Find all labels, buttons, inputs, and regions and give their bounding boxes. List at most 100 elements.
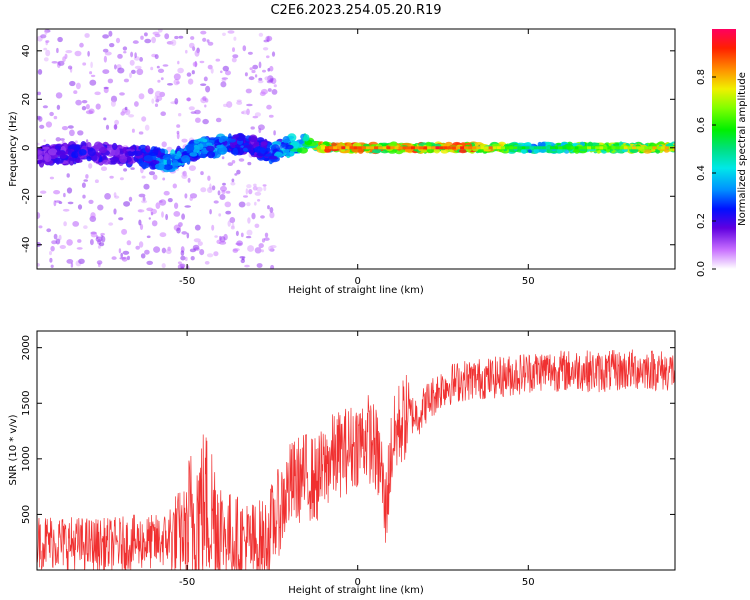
heatmap-cell (43, 57, 49, 62)
heatmap-cell (269, 207, 274, 213)
heatmap-cell (210, 67, 214, 74)
heatmap-cell (426, 143, 432, 147)
heatmap-cell (84, 33, 90, 38)
heatmap-cell (262, 47, 269, 51)
heatmap-cell (152, 160, 160, 165)
heatmap-cell (419, 146, 424, 150)
heatmap-cell (540, 141, 546, 148)
heatmap-cell (57, 60, 65, 66)
heatmap-cell (265, 147, 271, 152)
heatmap-cell (67, 201, 74, 205)
heatmap-cell (188, 165, 196, 172)
heatmap-cell (190, 256, 195, 261)
heatmap-cell (66, 239, 73, 246)
heatmap-cell (81, 100, 88, 104)
heatmap-cell (388, 142, 398, 148)
heatmap-cell (77, 130, 84, 136)
heatmap-cell (176, 81, 180, 85)
heatmap-cell (632, 146, 636, 150)
heatmap-cell (192, 61, 198, 67)
heatmap-cell (652, 146, 657, 150)
heatmap-cell (79, 42, 84, 48)
heatmap-cell (128, 114, 135, 118)
heatmap-cell (134, 52, 137, 59)
heatmap-cell (206, 39, 210, 43)
heatmap-cell (140, 161, 150, 169)
heatmap-cell (124, 106, 128, 111)
heatmap-cell (262, 184, 267, 187)
heatmap-cell (517, 146, 522, 150)
heatmap-cell (225, 190, 231, 194)
heatmap-cell (184, 205, 191, 208)
heatmap-cell (533, 146, 538, 150)
heatmap-cell (162, 177, 166, 181)
heatmap-cell (220, 81, 227, 88)
heatmap-cell (154, 54, 159, 60)
heatmap-cell (200, 171, 204, 176)
heatmap-cell (144, 38, 152, 44)
colorbar-tick-label: 0.8 (696, 69, 707, 85)
heatmap-cell (211, 185, 216, 191)
heatmap-cell (121, 228, 128, 235)
heatmap-cell (159, 232, 167, 238)
heatmap-cell (49, 176, 55, 180)
heatmap-cell (37, 91, 41, 96)
heatmap-cell (121, 256, 128, 262)
colorbar-tick-label: 0.2 (696, 213, 707, 229)
heatmap-cell (254, 201, 257, 206)
heatmap-cell (143, 183, 150, 190)
heatmap-cell (480, 146, 485, 150)
heatmap-cell (525, 146, 530, 150)
heatmap-cell (262, 69, 266, 73)
heatmap-cell (100, 232, 105, 236)
heatmap-cell (144, 32, 148, 37)
heatmap-cell (254, 191, 262, 196)
heatmap-cell (131, 128, 135, 133)
heatmap-cell (202, 37, 207, 42)
heatmap-cell (353, 146, 358, 150)
heatmap-cell (186, 143, 195, 153)
heatmap-frame (36, 28, 676, 270)
heatmap-cell (146, 235, 151, 239)
heatmap-cell (63, 192, 66, 198)
snr-series-line (37, 349, 675, 570)
heatmap-cell (251, 69, 256, 74)
y-tick-label: -20 (21, 188, 32, 204)
heatmap-cell (627, 146, 632, 150)
heatmap-cell (285, 144, 294, 150)
heatmap-cell (51, 240, 57, 245)
colorbar-tick-label: 0.0 (696, 261, 707, 277)
heatmap-cell (245, 235, 252, 239)
heatmap-cell (138, 93, 145, 100)
heatmap-cell (488, 146, 493, 150)
heatmap-cell (152, 174, 158, 180)
heatmap-cell (59, 245, 66, 249)
heatmap-cell (496, 146, 501, 150)
heatmap-cell (151, 220, 158, 227)
heatmap-cell (138, 209, 143, 213)
colorbar-gradient (712, 29, 736, 269)
heatmap-cell (252, 185, 258, 191)
heatmap-cell (55, 92, 63, 99)
heatmap-cell (165, 213, 169, 221)
heatmap-cell (181, 155, 191, 163)
heatmap-cell (271, 51, 276, 57)
heatmap-cell (222, 32, 226, 36)
heatmap-cell (58, 234, 62, 241)
heatmap-cell (394, 146, 399, 150)
heatmap-cell (197, 143, 204, 151)
heatmap-cell (49, 251, 52, 256)
colorbar-tick-label: 0.6 (696, 117, 707, 133)
heatmap-cell (235, 230, 239, 237)
heatmap-cell (51, 145, 56, 150)
heatmap-cell (550, 146, 555, 150)
heatmap-cell (207, 41, 214, 46)
heatmap-cell (37, 212, 41, 219)
heatmap-cell (156, 65, 160, 69)
heatmap-cell (177, 67, 184, 74)
heatmap-cell (223, 103, 228, 108)
heatmap-cell (197, 241, 203, 247)
heatmap-cell (160, 77, 164, 81)
heatmap-cell (562, 146, 567, 150)
heatmap-cell (642, 149, 652, 154)
